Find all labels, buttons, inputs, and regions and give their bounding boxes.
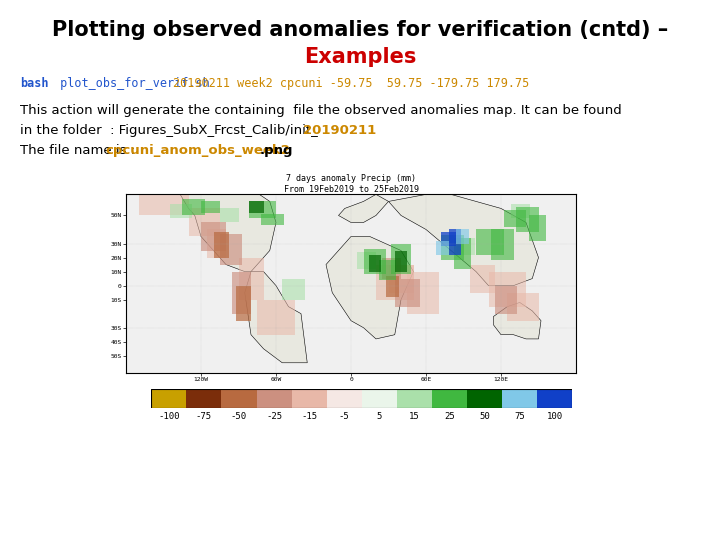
Bar — [495, 286, 517, 314]
Bar — [327, 389, 361, 408]
Text: This action will generate the containing  file the observed anomalies map. It ca: This action will generate the containing… — [20, 104, 622, 117]
Bar — [256, 389, 292, 408]
Bar — [508, 293, 539, 321]
Bar — [201, 222, 226, 251]
Bar — [488, 272, 526, 307]
Bar — [207, 230, 226, 258]
Bar — [389, 265, 413, 293]
Bar — [236, 286, 251, 321]
Bar — [436, 241, 449, 255]
Text: 75: 75 — [514, 413, 525, 421]
Bar — [491, 230, 513, 260]
Bar — [220, 234, 242, 265]
Bar — [408, 272, 438, 314]
Text: .png: .png — [260, 144, 294, 157]
Text: -15: -15 — [301, 413, 318, 421]
Bar — [528, 215, 546, 241]
Bar — [395, 251, 408, 272]
Text: Plotting observed anomalies for verification (cntd) –: Plotting observed anomalies for verifica… — [52, 19, 668, 40]
Bar — [248, 201, 264, 213]
Polygon shape — [245, 272, 307, 363]
Text: in the folder  : Figures_SubX_Frcst_Calib/init_: in the folder : Figures_SubX_Frcst_Calib… — [20, 124, 318, 137]
Bar — [441, 235, 464, 260]
Bar — [357, 252, 376, 269]
Bar — [222, 389, 256, 408]
Text: 20190211: 20190211 — [303, 124, 377, 137]
Text: -5: -5 — [339, 413, 350, 421]
Bar — [364, 249, 386, 274]
Text: The file name is :: The file name is : — [20, 144, 144, 157]
Bar — [261, 214, 284, 225]
Bar — [282, 279, 305, 300]
Bar — [476, 230, 503, 255]
Text: -100: -100 — [158, 413, 179, 421]
Bar — [456, 230, 469, 244]
Bar — [361, 389, 397, 408]
Polygon shape — [493, 302, 541, 339]
Bar — [449, 230, 461, 255]
Bar — [369, 255, 381, 272]
Bar — [386, 276, 398, 297]
Bar — [537, 389, 572, 408]
Bar — [467, 389, 502, 408]
Polygon shape — [326, 237, 413, 339]
Text: Examples: Examples — [304, 46, 416, 67]
Bar — [248, 201, 276, 218]
Text: 25: 25 — [444, 413, 455, 421]
Bar — [186, 389, 222, 408]
Bar — [220, 208, 238, 222]
Text: -75: -75 — [196, 413, 212, 421]
Bar — [469, 265, 495, 293]
Polygon shape — [138, 180, 276, 272]
Bar — [151, 389, 186, 408]
Bar — [441, 232, 456, 246]
Bar — [503, 210, 526, 227]
Bar — [233, 272, 251, 314]
Text: 50: 50 — [480, 413, 490, 421]
Title: 7 days anomaly Precip (mm)
From 19Feb2019 to 25Feb2019: 7 days anomaly Precip (mm) From 19Feb201… — [284, 174, 418, 194]
Text: cpcuni_anom_obs_week2: cpcuni_anom_obs_week2 — [105, 144, 290, 157]
Bar — [432, 389, 467, 408]
Text: -50: -50 — [231, 413, 247, 421]
Bar — [454, 238, 471, 269]
Bar — [516, 207, 539, 232]
Bar — [214, 232, 228, 258]
Bar — [457, 238, 474, 255]
Bar — [189, 208, 220, 237]
Bar — [238, 258, 264, 300]
Text: -25: -25 — [266, 413, 282, 421]
Bar — [170, 204, 192, 218]
Bar — [201, 201, 220, 213]
Bar — [391, 244, 411, 274]
Bar — [376, 265, 413, 300]
Bar — [257, 300, 294, 335]
Text: plot_obs_for_verif.sh: plot_obs_for_verif.sh — [53, 77, 217, 90]
Bar — [138, 187, 189, 215]
Text: 5: 5 — [377, 413, 382, 421]
Bar — [382, 258, 401, 279]
Polygon shape — [338, 194, 389, 222]
Bar — [292, 389, 327, 408]
Text: 15: 15 — [409, 413, 420, 421]
Text: 20190211 week2 cpcuni -59.75  59.75 -179.75 179.75: 20190211 week2 cpcuni -59.75 59.75 -179.… — [173, 77, 529, 90]
Bar — [395, 279, 420, 307]
Bar — [379, 260, 396, 280]
Text: 100: 100 — [546, 413, 563, 421]
Bar — [182, 199, 204, 215]
Polygon shape — [389, 194, 539, 286]
Bar — [502, 389, 537, 408]
Bar — [511, 204, 530, 218]
Text: bash: bash — [20, 77, 49, 90]
Bar — [397, 389, 432, 408]
